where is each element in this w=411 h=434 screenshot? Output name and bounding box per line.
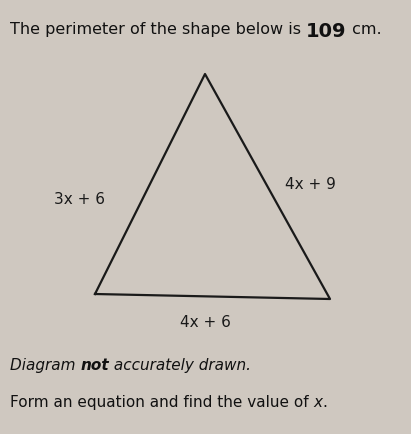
- Text: x: x: [314, 394, 323, 409]
- Text: cm.: cm.: [346, 22, 381, 37]
- Text: accurately drawn.: accurately drawn.: [109, 357, 251, 372]
- Text: The perimeter of the shape below is: The perimeter of the shape below is: [10, 22, 306, 37]
- Text: 4x + 9: 4x + 9: [285, 177, 336, 192]
- Text: Diagram: Diagram: [10, 357, 81, 372]
- Text: 3x + 6: 3x + 6: [54, 192, 105, 207]
- Text: 109: 109: [306, 22, 346, 41]
- Text: Form an equation and find the value of: Form an equation and find the value of: [10, 394, 314, 409]
- Text: 4x + 6: 4x + 6: [180, 314, 231, 329]
- Text: .: .: [323, 394, 328, 409]
- Text: not: not: [81, 357, 109, 372]
